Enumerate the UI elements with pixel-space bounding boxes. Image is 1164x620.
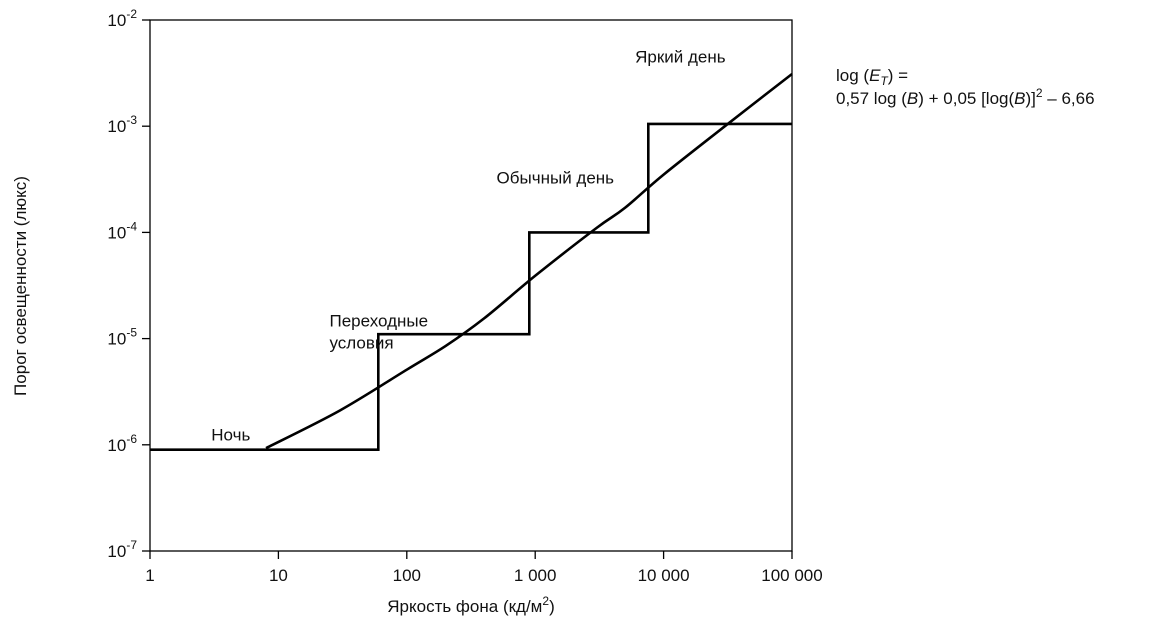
x-tick-label: 100 [393, 566, 421, 585]
region-label: Переходные условия [329, 311, 428, 352]
formula: log (ET) = 0,57 log (B) + 0,05 [log(B)]2… [836, 64, 1095, 110]
y-tick-label: 10-6 [107, 432, 137, 455]
x-tick-label: 1 000 [514, 566, 557, 585]
x-axis-title: Яркость фона (кд/м2) [387, 594, 554, 616]
region-label: Обычный день [497, 168, 615, 187]
region-label: Яркий день [635, 47, 726, 66]
y-axis-title: Порог освещенности (люкс) [11, 176, 30, 396]
annotations: Ночь Переходные условия Обычный день Яркий д… [211, 47, 725, 444]
y-tick-label: 10-3 [107, 113, 137, 136]
y-tick-label: 10-2 [107, 7, 137, 30]
plot-frame [149, 19, 793, 552]
y-axis-ticks: 10-7 10-6 10-5 10-4 10-3 10-2 [107, 7, 150, 561]
x-tick-label: 10 [269, 566, 288, 585]
x-tick-label: 1 [145, 566, 154, 585]
formula-line-1: log (ET) = [836, 66, 909, 88]
x-tick-label: 10 000 [638, 566, 690, 585]
y-tick-label: 10-4 [107, 219, 137, 242]
formula-curve-line [265, 72, 793, 450]
series-layer [150, 72, 793, 451]
x-axis-ticks: 1 10 100 1 000 10 000 100 000 [145, 551, 823, 585]
region-label: Ночь [211, 425, 250, 444]
step-threshold-line [150, 122, 792, 451]
y-tick-label: 10-7 [107, 538, 137, 561]
y-tick-label: 10-5 [107, 326, 137, 349]
x-tick-label: 100 000 [761, 566, 822, 585]
formula-line-2: 0,57 log (B) + 0,05 [log(B)]2 – 6,66 [836, 86, 1095, 108]
